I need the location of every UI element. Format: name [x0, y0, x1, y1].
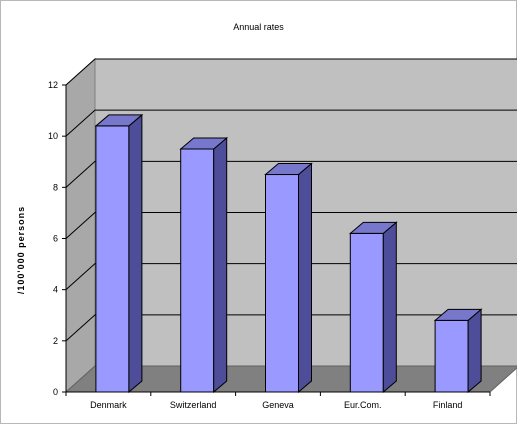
gridline [65, 58, 517, 86]
y-tick-label: 4 [53, 285, 58, 295]
bar-front [349, 232, 384, 393]
bar-side [128, 113, 143, 394]
y-tick-label: 2 [53, 336, 58, 346]
x-tick-label: Eur.Com. [344, 400, 382, 410]
y-tick-label: 0 [53, 387, 58, 397]
bar-top [179, 137, 229, 150]
bar-top [348, 221, 398, 234]
bar-front [95, 125, 130, 393]
bar-front [265, 174, 299, 393]
x-tick-label: Denmark [90, 400, 127, 410]
x-tick-label: Finland [433, 400, 463, 410]
bar-top [264, 163, 313, 176]
gridline [65, 160, 517, 188]
gridline [65, 109, 517, 137]
bar-side [213, 136, 228, 394]
bar-side [298, 162, 312, 394]
chart-title: Annual rates [233, 22, 284, 32]
bar-front [180, 148, 215, 393]
bar-top [433, 308, 483, 321]
y-tick-label: 10 [48, 131, 58, 141]
y-tick-label: 12 [48, 80, 58, 90]
x-tick-label: Geneva [262, 400, 294, 410]
bar-side [382, 221, 397, 394]
bar-side [467, 308, 482, 394]
y-tick-label: 8 [53, 182, 58, 192]
x-tick-label: Switzerland [170, 400, 217, 410]
bar-top [94, 114, 144, 127]
bar-front [434, 319, 469, 393]
y-tick-label: 6 [53, 234, 58, 244]
gridline [65, 212, 517, 239]
